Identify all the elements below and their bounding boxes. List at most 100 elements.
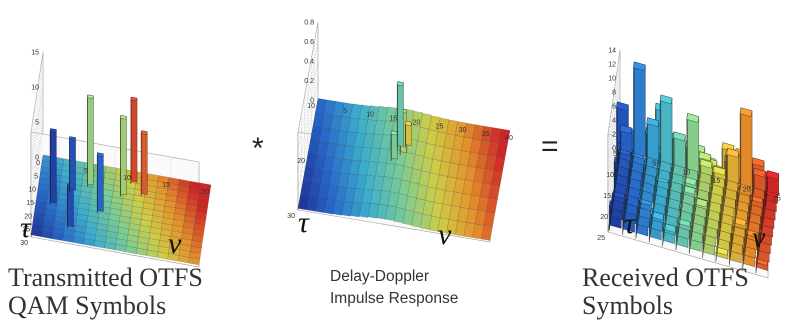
received-caption: Received OTFS Symbols: [582, 263, 749, 320]
z-tick-label: 14: [608, 48, 616, 55]
received-bar: [753, 168, 766, 194]
received-bar: [633, 61, 646, 160]
received-bar: [699, 158, 713, 179]
z-tick-label: 10: [608, 76, 616, 83]
z-tick-label: 12: [608, 62, 616, 69]
bar-top: [390, 130, 398, 136]
received-bar: [651, 211, 664, 226]
caption-line: Transmitted OTFS: [8, 263, 203, 292]
z-tick-label: 6: [612, 104, 616, 111]
tau-axis-symbol: τ: [624, 207, 636, 240]
bar-front: [660, 94, 673, 165]
z-tick-label: 0.4: [304, 59, 314, 66]
bar-top: [726, 148, 739, 158]
tick-labels: 0 2 4 6 8 10 12 14 5 10 15 20 25 5 10 15 20 25: [597, 48, 781, 243]
z-tick-label: 10: [31, 85, 39, 92]
bar-top: [49, 128, 57, 133]
caption-line: Delay-Doppler: [330, 268, 430, 285]
received-bar: [733, 216, 747, 232]
nu-tick-label: 5: [84, 168, 88, 175]
tau-tick-label: 0: [36, 160, 40, 167]
received-bar: [713, 166, 726, 183]
tau-tick-label: 5: [34, 173, 38, 180]
z-tick-label: 0.8: [304, 20, 314, 27]
nu-axis-symbol: ν: [168, 227, 182, 260]
bar-top: [130, 97, 138, 102]
nu-tick-label: 15: [713, 178, 721, 185]
impulse-bar: [390, 130, 398, 162]
symbol-bar: [69, 136, 76, 192]
nu-tick-label: 35: [482, 131, 490, 138]
received-bars: [609, 61, 779, 274]
bar-front: [97, 152, 104, 212]
bar-front: [87, 94, 94, 186]
symbol-bar: [67, 183, 74, 229]
bar-top: [396, 81, 404, 87]
bar-top: [96, 152, 104, 157]
bar-top: [140, 130, 148, 135]
convolution-operator: *: [252, 132, 264, 165]
bar-top: [698, 151, 712, 161]
impulse-bar: [396, 81, 404, 149]
symbol-bar: [49, 128, 57, 205]
surface: [297, 98, 511, 241]
bar-top: [766, 170, 779, 180]
tau-tick-label: 15: [603, 193, 611, 200]
bar-top: [619, 124, 633, 135]
z-tick-label: 5: [35, 120, 39, 127]
tau-axis-symbol: τ: [298, 206, 310, 239]
bar-top: [405, 121, 412, 126]
received-bar: [726, 148, 739, 187]
tick-labels: 0 5 10 15 0 5 10 15 20 25 30 5 10 15 20: [20, 50, 209, 248]
z-tick-label: 4: [612, 118, 616, 125]
caption-line: Impulse Response: [330, 290, 459, 308]
bar-front: [141, 130, 148, 195]
z-tick-label: 0: [612, 146, 616, 153]
delay-doppler-impulse-response-plot: 0 0.2 0.4 0.6 0.8 10 20 30 5 10 15 20 25 30 35 40 τ ν: [287, 20, 513, 252]
nu-tick-label: 10: [366, 112, 374, 119]
received-bar: [682, 185, 696, 200]
symbol-bar: [96, 152, 104, 214]
surface-cell: [315, 98, 327, 114]
tau-tick-label: 10: [606, 172, 614, 179]
tick-labels: 0 0.2 0.4 0.6 0.8 10 20 30 5 10 15 20 25 30 35 40: [287, 20, 513, 221]
symbol-bar: [120, 115, 127, 197]
nu-tick-label: 20: [201, 189, 209, 196]
channel-caption: Delay-Doppler Impulse Response: [330, 266, 458, 311]
nu-tick-label: 5: [343, 108, 347, 115]
nu-tick-label: 20: [413, 119, 421, 126]
bar-top: [87, 94, 94, 99]
grid-line: [297, 80, 491, 223]
tau-tick-label: 20: [297, 158, 305, 165]
tau-axis-symbol: τ: [20, 211, 32, 244]
symbol-bar: [140, 130, 148, 197]
bar-top: [699, 158, 713, 169]
bar-front: [740, 107, 753, 188]
tau-tick-label: 20: [24, 213, 32, 220]
bar-front: [50, 128, 57, 204]
received-bar: [619, 124, 633, 156]
z-tick-label: 0: [35, 155, 39, 162]
bar-front: [397, 81, 404, 147]
nu-axis-symbol: ν: [438, 218, 452, 251]
nu-tick-label: 30: [459, 127, 467, 134]
received-bar: [695, 197, 708, 213]
bar-front: [131, 97, 138, 183]
bar-top: [686, 113, 699, 123]
bar-front: [69, 136, 76, 191]
bar-top: [646, 117, 659, 127]
nu-tick-label: 20: [743, 187, 751, 194]
bar-top: [682, 185, 696, 195]
bar-top: [753, 168, 766, 178]
bar-top: [633, 61, 646, 72]
received-symbols-plot: 0 2 4 6 8 10 12 14 5 10 15 20 25 5 10 15 20 25 τ ν: [597, 48, 781, 279]
nu-tick-label: 15: [389, 116, 397, 123]
bar-top: [616, 101, 629, 112]
bar-front: [67, 183, 74, 227]
impulse-bar: [405, 121, 412, 149]
z-tick-label: 15: [31, 50, 39, 57]
tau-tick-label: 5: [613, 151, 617, 158]
symbol-bar: [87, 94, 94, 187]
received-bar: [663, 223, 676, 239]
